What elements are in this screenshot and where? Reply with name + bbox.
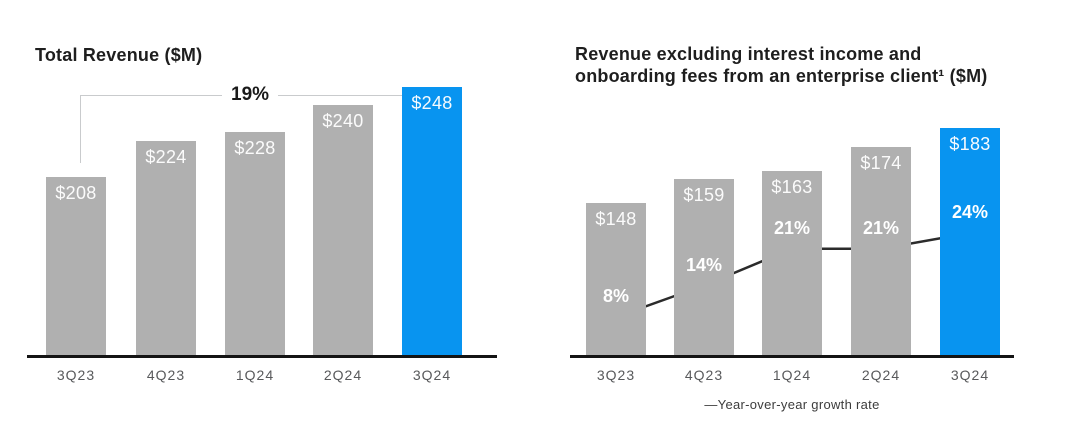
x-tick-1Q24: 1Q24 bbox=[235, 367, 275, 383]
bar-value-label-3Q23: $208 bbox=[55, 183, 97, 203]
total-revenue-chart: Total Revenue ($M) 19% $208 $224 $228 $240 $… bbox=[27, 0, 497, 432]
bar-1Q24: $163 bbox=[762, 171, 822, 355]
bar-value-label-2Q24: $174 bbox=[860, 153, 902, 173]
bar-2Q24: $174 bbox=[851, 147, 911, 355]
bar-2Q24: $240 bbox=[313, 105, 373, 355]
x-tick-4Q23: 4Q23 bbox=[146, 367, 186, 383]
bar-1Q24: $228 bbox=[225, 132, 285, 355]
growth-rate-label-4Q23: 14% bbox=[685, 254, 723, 275]
x-tick-2Q24: 2Q24 bbox=[323, 367, 363, 383]
total-revenue-chart-title: Total Revenue ($M) bbox=[35, 45, 203, 65]
bar-value-label-1Q24: $163 bbox=[771, 177, 813, 197]
x-tick-1Q24: 1Q24 bbox=[772, 367, 812, 383]
growth-rate-label-3Q23: 8% bbox=[602, 286, 629, 306]
adjusted-revenue-x-axis: 3Q23 4Q23 1Q24 2Q24 3Q24 bbox=[570, 367, 1014, 387]
bar-3Q24: $183 bbox=[940, 128, 1000, 355]
x-tick-3Q23: 3Q23 bbox=[596, 367, 636, 383]
yoy-growth-annotation: 19% bbox=[222, 84, 279, 106]
bar-value-label-4Q23: $159 bbox=[683, 185, 725, 205]
total-revenue-plot: 19% $208 $224 $228 $240 $248 bbox=[27, 84, 497, 358]
bar-3Q23: $208 bbox=[46, 177, 106, 355]
bar-value-label-4Q23: $224 bbox=[145, 147, 187, 167]
adjusted-revenue-chart-title: Revenue excluding interest income and on… bbox=[575, 44, 987, 87]
x-tick-3Q24: 3Q24 bbox=[412, 367, 452, 383]
title-line-1: Revenue excluding interest income and bbox=[575, 44, 922, 64]
bar-value-label-2Q24: $240 bbox=[322, 111, 364, 131]
bar-3Q24: $248 bbox=[402, 87, 462, 355]
total-revenue-x-axis: 3Q23 4Q23 1Q24 2Q24 3Q24 bbox=[27, 367, 497, 387]
x-tick-2Q24: 2Q24 bbox=[861, 367, 901, 383]
x-tick-4Q23: 4Q23 bbox=[684, 367, 724, 383]
growth-rate-label-3Q24: 24% bbox=[951, 202, 989, 222]
adjusted-revenue-plot: $148 $159 $163 $174 $183 8% 14% 21% 21% 24% bbox=[570, 120, 1014, 358]
bar-4Q23: $159 bbox=[674, 179, 734, 355]
x-tick-3Q24: 3Q24 bbox=[950, 367, 990, 383]
x-tick-3Q23: 3Q23 bbox=[56, 367, 96, 383]
legend-yoy-growth-rate: —Year-over-year growth rate bbox=[704, 397, 880, 412]
bar-4Q23: $224 bbox=[136, 141, 196, 355]
bar-value-label-3Q24: $248 bbox=[411, 93, 453, 113]
bar-value-label-3Q23: $148 bbox=[595, 209, 637, 229]
adjusted-revenue-chart: Revenue excluding interest income and on… bbox=[570, 0, 1014, 432]
yoy-bracket-vertical-line bbox=[80, 95, 81, 163]
bar-3Q23: $148 bbox=[586, 203, 646, 355]
bar-value-label-3Q24: $183 bbox=[949, 134, 991, 154]
title-line-2: onboarding fees from an enterprise clien… bbox=[575, 65, 988, 86]
growth-rate-label-1Q24: 21% bbox=[773, 217, 811, 238]
growth-rate-label-2Q24: 21% bbox=[862, 217, 900, 238]
bar-value-label-1Q24: $228 bbox=[234, 138, 276, 158]
